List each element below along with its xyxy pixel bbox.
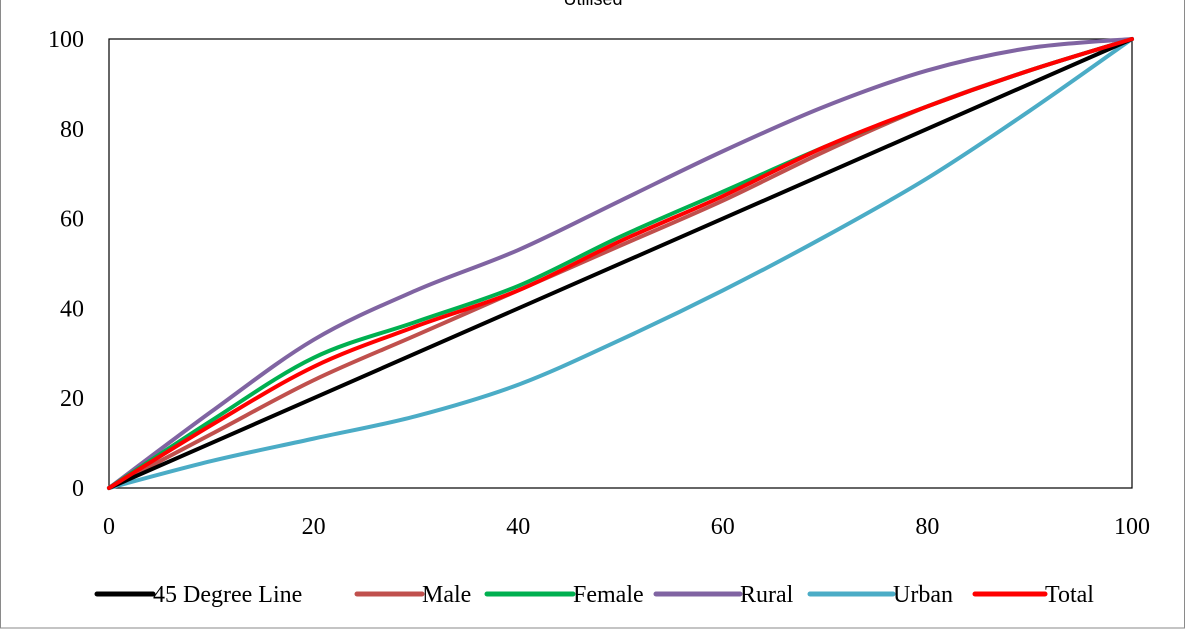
x-tick-label: 20 [302,514,326,540]
x-tick-label: 100 [1114,514,1150,540]
legend-item-female: Female [484,582,644,608]
series-lines [107,37,1134,490]
x-tick-label: 0 [103,514,115,540]
x-tick-label: 40 [506,514,530,540]
y-tick-label: 0 [72,476,84,502]
y-tick-label: 40 [60,296,84,322]
series-line-total [107,37,1134,490]
legend-label: Rural [740,582,794,608]
y-tick-label: 60 [60,207,84,233]
legend-label: 45 Degree Line [153,582,302,608]
y-axis: 0 20 40 60 80 100 [48,27,84,502]
legend: 45 Degree Line Male Female Rural Urban Total [94,582,1094,608]
legend-item-urban: Urban [807,582,953,608]
chart-title: Utilised [563,0,622,9]
legend-label: Male [422,582,471,608]
y-tick-label: 80 [60,117,84,143]
x-axis: 0 20 40 60 80 100 [103,514,1150,540]
legend-label: Urban [893,582,953,608]
series-line-45-degree-line [107,37,1134,490]
y-tick-label: 20 [60,386,84,412]
legend-item-45-degree-line: 45 Degree Line [94,582,302,608]
series-line-rural [107,37,1134,490]
legend-item-rural: Rural [653,582,794,608]
legend-label: Total [1045,582,1094,608]
legend-item-total: Total [972,582,1094,608]
legend-item-male: Male [354,582,471,608]
legend-label: Female [573,582,644,608]
x-tick-label: 60 [711,514,735,540]
x-tick-label: 80 [915,514,939,540]
series-line-urban [107,37,1134,490]
y-tick-label: 100 [48,27,84,53]
